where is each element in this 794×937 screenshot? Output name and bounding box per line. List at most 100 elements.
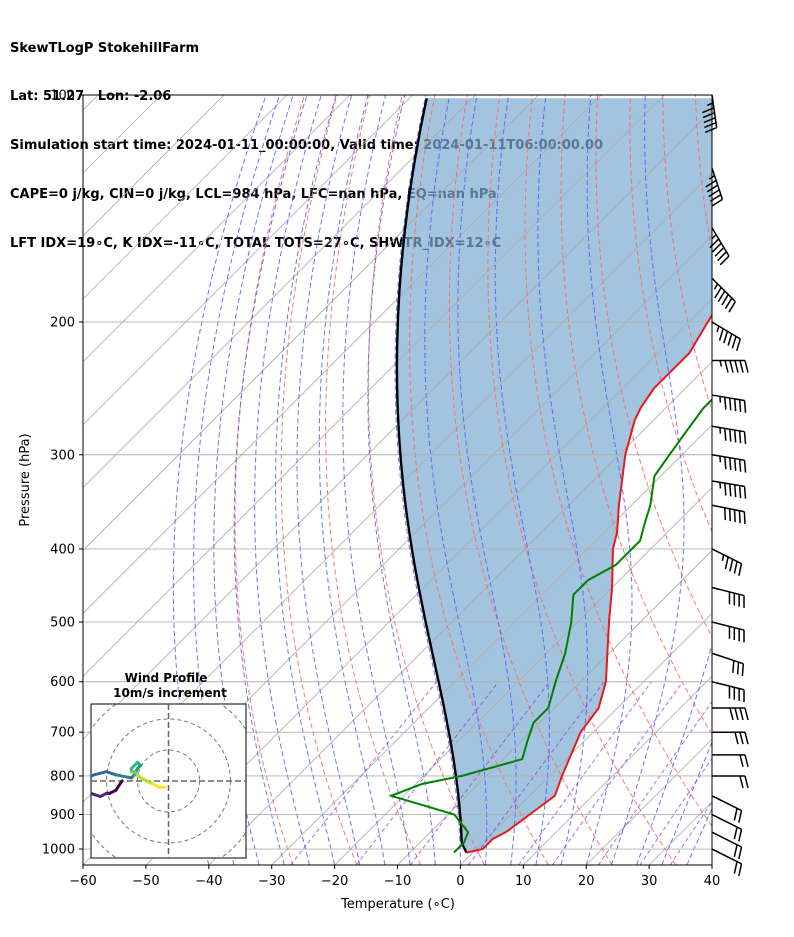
dry-adiabat-line bbox=[662, 95, 712, 413]
dry-adiabat-line bbox=[448, 95, 613, 865]
moist-adiabat-line bbox=[636, 642, 712, 865]
isotherm-line bbox=[271, 424, 712, 865]
wind-barb bbox=[711, 652, 745, 677]
wind-barb bbox=[702, 94, 718, 134]
wind-barb bbox=[711, 586, 745, 608]
isotherm-line bbox=[83, 95, 665, 677]
moist-adiabat-line bbox=[172, 95, 267, 865]
moist-adiabat-line bbox=[585, 95, 633, 865]
dry-adiabat-line bbox=[595, 95, 712, 639]
isotherm-line bbox=[334, 487, 712, 865]
isotherm-line bbox=[83, 95, 602, 614]
wind-barb bbox=[711, 813, 743, 842]
dry-adiabat-line bbox=[560, 95, 712, 736]
hodograph-plot bbox=[91, 704, 246, 858]
wind-barb bbox=[711, 681, 745, 703]
moist-adiabat-line bbox=[213, 95, 294, 865]
hodograph-title: Wind Profile bbox=[125, 671, 208, 685]
mixing-ratio-line bbox=[468, 681, 605, 865]
wind-barb bbox=[711, 480, 747, 499]
y-tick-label: 200 bbox=[50, 315, 75, 330]
moist-adiabat-line bbox=[711, 863, 712, 865]
x-tick-label: −20 bbox=[321, 874, 348, 889]
hodograph-segment bbox=[114, 779, 124, 792]
axis-ticks: −60 −50 −40 −30 −20 −10 0 10 20 30 40 100 200 300 400 5… bbox=[42, 89, 720, 890]
mixing-ratio-line bbox=[597, 700, 712, 865]
y-axis-label: Pressure (hPa) bbox=[18, 433, 33, 526]
cin-region-fill bbox=[396, 98, 712, 853]
hodograph-inset: Wind Profile 10m/s increment bbox=[90, 671, 247, 859]
mixing-ratio-line bbox=[290, 681, 437, 865]
wind-barb bbox=[712, 731, 749, 745]
mixing-ratio-line bbox=[518, 681, 652, 865]
isotherm-line bbox=[83, 95, 476, 489]
mixing-ratio-line bbox=[669, 800, 712, 865]
hodograph-segment bbox=[105, 770, 118, 777]
moist-adiabat-line bbox=[661, 740, 712, 865]
wind-barb bbox=[711, 831, 743, 860]
isotherm-line bbox=[775, 95, 794, 865]
temperature-profile-line bbox=[466, 313, 712, 854]
hodograph-segment bbox=[114, 773, 133, 780]
wind-barb bbox=[712, 359, 749, 373]
wind-barb bbox=[705, 167, 724, 207]
wind-barb bbox=[709, 227, 730, 266]
y-tick-label: 800 bbox=[50, 769, 75, 784]
dry-adiabat-line bbox=[325, 95, 422, 865]
wind-barb bbox=[712, 775, 749, 789]
wind-barb bbox=[711, 621, 745, 643]
moist-adiabat-line bbox=[537, 95, 589, 865]
dry-adiabat-line bbox=[728, 95, 794, 865]
isotherm-line bbox=[83, 95, 351, 363]
moist-adiabat-line bbox=[275, 95, 337, 865]
isotherm-line bbox=[397, 549, 712, 865]
moist-adiabat-line bbox=[296, 95, 361, 865]
moist-adiabat-line bbox=[318, 95, 386, 865]
dry-adiabat-line bbox=[409, 95, 549, 865]
hodograph-segment bbox=[91, 791, 102, 798]
isotherm-line bbox=[208, 361, 712, 865]
isotherm-line bbox=[83, 95, 288, 300]
wind-barb bbox=[711, 548, 743, 576]
profile-lines bbox=[388, 98, 712, 854]
hodograph-subtitle: 10m/s increment bbox=[113, 686, 227, 700]
isotherm-line bbox=[83, 95, 225, 237]
y-tick-label: 100 bbox=[50, 89, 75, 104]
wind-barb bbox=[711, 454, 747, 473]
wind-barb bbox=[712, 754, 749, 767]
isotherm-line bbox=[711, 864, 712, 865]
isotherm-line bbox=[83, 95, 539, 552]
moist-adiabat-line bbox=[233, 95, 308, 865]
x-tick-label: 0 bbox=[456, 874, 464, 889]
wind-barb bbox=[711, 848, 743, 877]
title-location: Lat: 51.27 Lon: -2.06 bbox=[10, 89, 172, 105]
wind-barb bbox=[711, 425, 747, 445]
wind-barb bbox=[711, 504, 746, 525]
hodograph-segment bbox=[92, 770, 108, 777]
x-tick-label: 40 bbox=[704, 874, 721, 889]
isotherm-line bbox=[523, 675, 712, 865]
dewpoint-profile-line bbox=[388, 398, 712, 854]
mixing-ratio-lines bbox=[290, 681, 712, 865]
y-tick-label: 400 bbox=[50, 542, 75, 557]
x-tick-label: 10 bbox=[515, 874, 532, 889]
moist-adiabat-line bbox=[254, 95, 322, 865]
parcel-profile-line bbox=[395, 98, 468, 854]
moist-adiabat-lines bbox=[172, 95, 712, 865]
wind-barb bbox=[711, 795, 743, 823]
x-tick-label: −50 bbox=[132, 874, 159, 889]
moist-adiabat-line bbox=[394, 95, 461, 865]
title-station: SkewTLogP StokehillFarm bbox=[10, 40, 200, 56]
moist-adiabat-line bbox=[342, 95, 411, 865]
moist-adiabat-line bbox=[686, 807, 712, 865]
mixing-ratio-line bbox=[551, 681, 684, 865]
dry-adiabat-line bbox=[524, 95, 712, 828]
x-tick-label: −60 bbox=[69, 874, 96, 889]
dry-adiabat-line bbox=[280, 95, 358, 865]
y-tick-label: 1000 bbox=[42, 843, 75, 858]
wind-barb bbox=[711, 277, 736, 313]
y-tick-label: 600 bbox=[50, 675, 75, 690]
isotherm-line bbox=[83, 109, 712, 740]
x-tick-label: −30 bbox=[258, 874, 285, 889]
dry-adiabat-lines bbox=[234, 95, 794, 865]
